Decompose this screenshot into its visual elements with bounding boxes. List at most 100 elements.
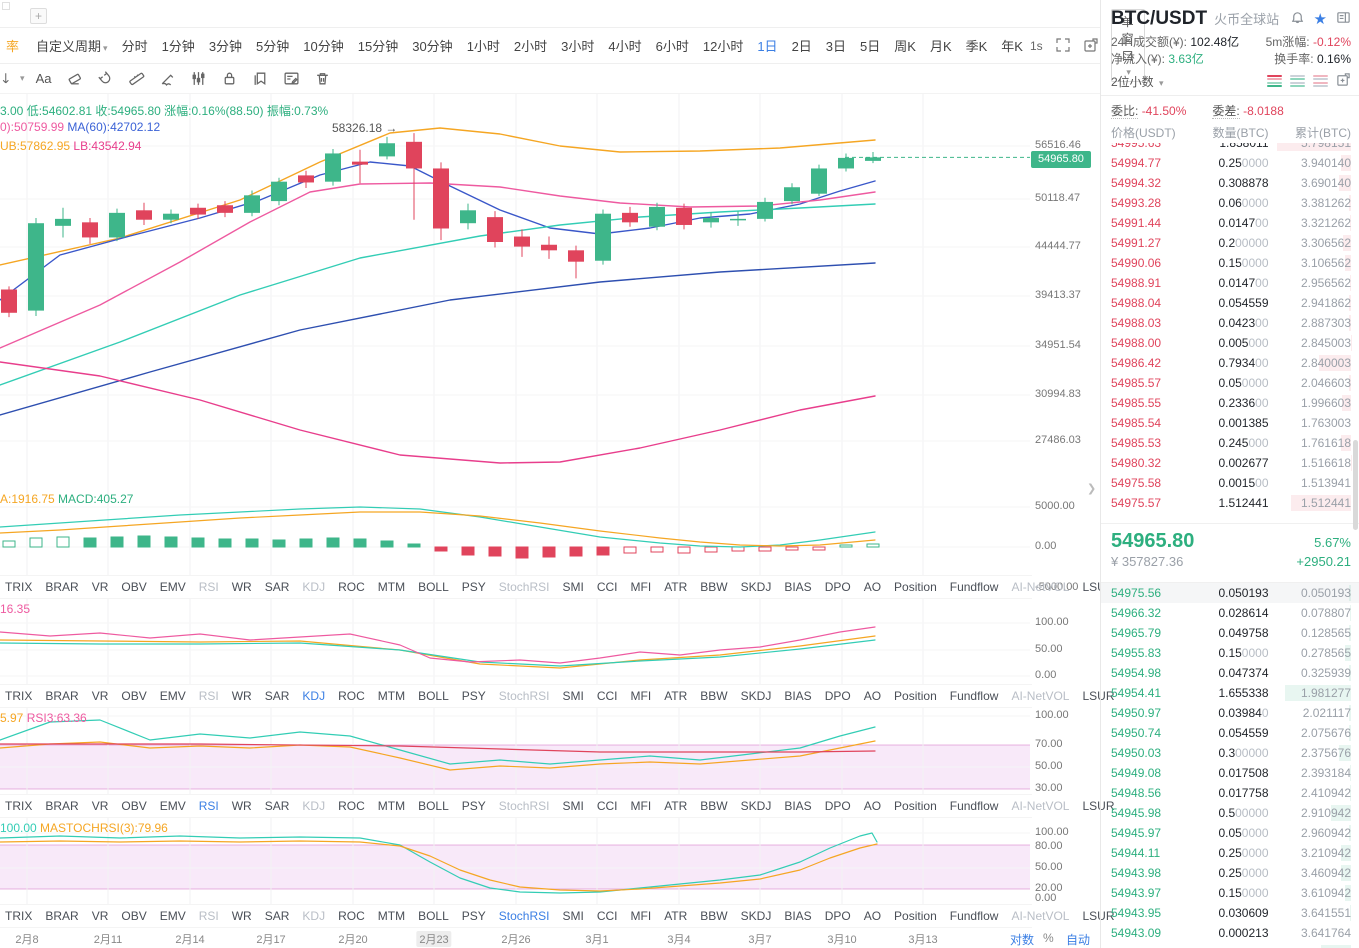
indicator-tab-SMI[interactable]: SMI (562, 799, 584, 813)
indicator-tab-SMI[interactable]: SMI (562, 580, 584, 594)
add-tab-button[interactable]: + (30, 8, 47, 24)
indicator-tab-MFI[interactable]: MFI (630, 580, 652, 594)
ask-row[interactable]: 54975.57 1.512441 1.512441 (1111, 495, 1351, 511)
timeframe-5分钟[interactable]: 5分钟 (256, 39, 290, 54)
eraser-tool[interactable] (63, 68, 87, 90)
indicator-tab-SMI[interactable]: SMI (562, 689, 584, 703)
indicator-tab-SAR[interactable]: SAR (264, 689, 290, 703)
indicator-tab-ATR[interactable]: ATR (664, 580, 688, 594)
indicator-tab-VR[interactable]: VR (91, 909, 109, 923)
favorite-star-icon[interactable]: ★ (1313, 11, 1327, 28)
ask-row[interactable]: 54986.42 0.793400 2.840003 (1111, 355, 1351, 371)
bid-row[interactable]: 54940.200.7500004.391764 (1101, 943, 1359, 948)
timeframe-1分钟[interactable]: 1分钟 (161, 39, 195, 54)
indicator-tab-AO[interactable]: AO (863, 689, 882, 703)
indicator-tab-BOLL[interactable]: BOLL (418, 689, 449, 703)
indicator-tab-MFI[interactable]: MFI (630, 799, 652, 813)
indicator-tab-DPO[interactable]: DPO (824, 909, 851, 923)
bid-row[interactable]: 54945.97 0.050000 2.960942 (1111, 825, 1351, 841)
indicator-tab-Position[interactable]: Position (894, 909, 937, 923)
timeframe-3分钟[interactable]: 3分钟 (208, 39, 243, 54)
ask-row[interactable]: 54988.91 0.014700 2.956562 (1111, 275, 1351, 291)
cursor-tool[interactable] (0, 68, 11, 90)
indicator-tab-ROC[interactable]: ROC (338, 909, 365, 923)
ask-row[interactable]: 54985.57 0.050000 2.046603 (1111, 375, 1351, 391)
book-bids-icon[interactable] (1290, 74, 1305, 88)
indicator-tab-Fundflow[interactable]: Fundflow (949, 909, 999, 923)
indicator-tab-BRAR[interactable]: BRAR (45, 689, 79, 703)
trash-tool[interactable] (311, 68, 335, 90)
indicator-tab-OBV[interactable]: OBV (121, 799, 147, 813)
lock-tool[interactable] (218, 68, 242, 90)
indicator-tab-DPO[interactable]: DPO (824, 580, 851, 594)
indicator-tab-DPO[interactable]: DPO (824, 689, 851, 703)
indicator-tab-MFI[interactable]: MFI (630, 689, 652, 703)
indicator-tab-AO[interactable]: AO (863, 799, 882, 813)
indicator-tab-AO[interactable]: AO (863, 909, 882, 923)
ask-row[interactable]: 54995.63 1.858011 5.798151 (1101, 143, 1359, 153)
indicator-tab-Position[interactable]: Position (894, 799, 937, 813)
ask-row[interactable]: 54975.58 0.001500 1.513941 (1111, 475, 1351, 491)
bid-row[interactable]: 54975.56 0.050193 0.050193 (1101, 583, 1359, 603)
indicator-tab-BRAR[interactable]: BRAR (45, 799, 79, 813)
timeframe-1日[interactable]: 1日 (757, 39, 778, 54)
panel-expand-icon[interactable]: ❯ (1087, 483, 1097, 495)
timeframe-3日[interactable]: 3日 (825, 39, 847, 54)
indicator-tab-ATR[interactable]: ATR (664, 799, 688, 813)
bid-row[interactable]: 54954.41 1.655338 1.981277 (1111, 685, 1351, 701)
indicator-tab-LSUR[interactable]: LSUR (1082, 689, 1115, 703)
bid-row[interactable]: 54966.32 0.028614 0.078807 (1111, 605, 1351, 621)
indicator-tab-RSI[interactable]: RSI (198, 799, 219, 813)
chart-canvas[interactable]: 3.00 低:54602.81 收:54965.80 涨幅:0.16%(88.5… (0, 94, 1115, 948)
ask-row[interactable]: 54993.28 0.060000 3.381262 (1111, 195, 1351, 211)
indicator-tab-BIAS[interactable]: BIAS (784, 689, 812, 703)
timeframe-30分钟[interactable]: 30分钟 (412, 39, 453, 54)
ask-row[interactable]: 54988.04 0.054559 2.941862 (1111, 295, 1351, 311)
indicator-tab-BOLL[interactable]: BOLL (418, 909, 449, 923)
indicator-tab-SMI[interactable]: SMI (562, 909, 584, 923)
scale-log[interactable]: 对数 (1010, 933, 1035, 947)
indicator-tab-BRAR[interactable]: BRAR (45, 909, 79, 923)
indicator-tab-Fundflow[interactable]: Fundflow (949, 799, 999, 813)
indicator-tab-BIAS[interactable]: BIAS (784, 799, 812, 813)
indicator-tab-TRIX[interactable]: TRIX (5, 689, 33, 703)
ask-row[interactable]: 54991.44 0.014700 3.321262 (1111, 215, 1351, 231)
timeframe-分时[interactable]: 分时 (121, 39, 148, 54)
indicator-tab-SKDJ[interactable]: SKDJ (740, 580, 772, 594)
indicator-tab-AI-NetVOL[interactable]: AI-NetVOL (1011, 580, 1070, 594)
indicator-tab-CCI[interactable]: CCI (596, 689, 618, 703)
indicator-tab-AI-NetVOL[interactable]: AI-NetVOL (1011, 909, 1070, 923)
indicator-tab-Position[interactable]: Position (894, 689, 937, 703)
main-chart-svg[interactable] (0, 94, 1100, 928)
indicator-tab-MTM[interactable]: MTM (377, 580, 406, 594)
indicator-tab-MTM[interactable]: MTM (377, 909, 406, 923)
indicator-tab-BBW[interactable]: BBW (700, 580, 728, 594)
timeframe-月K[interactable]: 月K (929, 39, 952, 54)
book-both-icon[interactable] (1267, 74, 1282, 88)
scrollbar-thumb[interactable] (1353, 440, 1358, 530)
timeframe-6小时[interactable]: 6小时 (655, 39, 689, 54)
timeframe-2小时[interactable]: 2小时 (513, 39, 548, 54)
indicator-tab-BOLL[interactable]: BOLL (418, 580, 449, 594)
ask-row[interactable]: 54991.27 0.200000 3.306562 (1111, 235, 1351, 251)
ask-row[interactable]: 54990.06 0.150000 3.106562 (1111, 255, 1351, 271)
indicator-tab-Fundflow[interactable]: Fundflow (949, 689, 999, 703)
indicator-tab-AI-NetVOL[interactable]: AI-NetVOL (1011, 799, 1070, 813)
indicator-tab-AO[interactable]: AO (863, 580, 882, 594)
indicator-tab-KDJ[interactable]: KDJ (302, 580, 326, 594)
indicator-tab-SKDJ[interactable]: SKDJ (740, 909, 772, 923)
indicator-tab-StochRSI[interactable]: StochRSI (498, 689, 550, 703)
bid-row[interactable]: 54955.83 0.150000 0.278565 (1111, 645, 1351, 661)
indicator-tab-RSI[interactable]: RSI (198, 909, 219, 923)
ask-row[interactable]: 54985.53 0.245000 1.761618 (1111, 435, 1351, 451)
indicator-tab-WR[interactable]: WR (231, 580, 252, 594)
indicator-tab-OBV[interactable]: OBV (121, 689, 147, 703)
indicator-tab-EMV[interactable]: EMV (159, 909, 186, 923)
indicator-tab-ROC[interactable]: ROC (338, 799, 365, 813)
ask-row[interactable]: 54980.32 0.002677 1.516618 (1111, 455, 1351, 471)
note-tool[interactable] (280, 68, 304, 90)
indicator-tab-KDJ[interactable]: KDJ (302, 909, 326, 923)
indicator-tab-MTM[interactable]: MTM (377, 799, 406, 813)
fullscreen-icon[interactable] (1055, 37, 1071, 55)
timeframe-3小时[interactable]: 3小时 (561, 39, 595, 54)
